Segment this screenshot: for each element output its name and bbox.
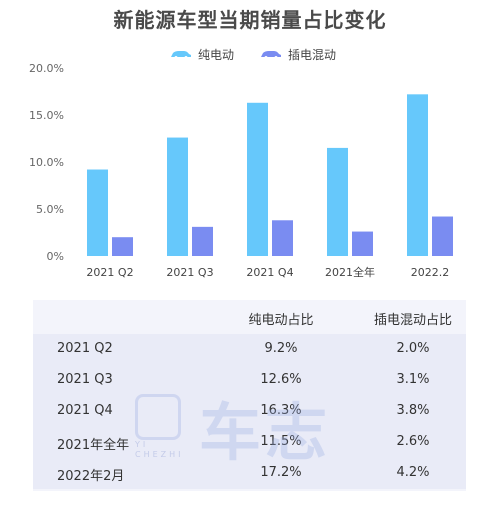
- table-row: 2021 Q2 9.2% 2.0%: [33, 334, 466, 365]
- table-row: 2021年全年 11.5% 2.6%: [33, 427, 466, 458]
- header-ev-share: 纯电动占比: [248, 313, 314, 328]
- table-header: 纯电动占比 插电混动占比: [33, 300, 466, 334]
- bar-phev: [432, 216, 453, 256]
- chart-legend: 纯电动 插电混动: [170, 44, 362, 64]
- row-period: 2021 Q3: [57, 372, 113, 387]
- row-phev-share: 3.8%: [396, 403, 430, 418]
- legend-item-ev: 纯电动: [170, 46, 234, 63]
- table-row: 2022年2月 17.2% 4.2%: [33, 458, 466, 489]
- row-phev-share: 4.2%: [396, 465, 430, 480]
- row-phev-share: 2.6%: [396, 434, 430, 449]
- car-icon: [261, 51, 282, 59]
- x-tick-label: 2021全年: [325, 265, 375, 279]
- bar-ev: [87, 169, 108, 256]
- bar-ev: [167, 137, 188, 256]
- y-tick-label: 15.0%: [29, 109, 64, 122]
- x-tick-label: 2021 Q2: [86, 266, 133, 279]
- legend-item-phev: 插电混动: [260, 46, 336, 63]
- table-row: 2021 Q4 16.3% 3.8%: [33, 396, 466, 427]
- row-ev-share: 16.3%: [260, 403, 302, 418]
- bar-chart: 0% 5.0% 10.0% 15.0% 20.0% 2021 Q2 2021 Q3 2021 …: [29, 62, 453, 279]
- row-period: 2021年全年: [57, 438, 130, 453]
- car-icon: [171, 51, 191, 59]
- legend-label-ev: 纯电动: [198, 47, 235, 62]
- table-row: 2021 Q3 12.6% 3.1%: [33, 365, 466, 396]
- y-tick-label: 5.0%: [36, 203, 64, 216]
- y-tick-label: 10.0%: [29, 156, 64, 169]
- bar-phev: [112, 237, 133, 256]
- legend-label-phev: 插电混动: [288, 47, 337, 62]
- row-ev-share: 17.2%: [260, 465, 302, 480]
- row-ev-share: 12.6%: [260, 372, 302, 387]
- bar-phev: [192, 226, 213, 256]
- chart-title: 新能源车型当期销量占比变化: [113, 8, 387, 32]
- bar-ev: [407, 94, 428, 256]
- row-ev-share: 9.2%: [264, 341, 298, 356]
- row-period: 2022年2月: [57, 469, 125, 484]
- y-tick-label: 0%: [47, 250, 64, 263]
- x-tick-label: 2021 Q3: [166, 266, 213, 279]
- data-table: 纯电动占比 插电混动占比 2021 Q2 9.2% 2.0% 2021 Q3 1…: [33, 300, 466, 491]
- row-period: 2021 Q4: [57, 403, 113, 418]
- row-phev-share: 2.0%: [396, 341, 430, 356]
- row-phev-share: 3.1%: [396, 372, 430, 387]
- row-ev-share: 11.5%: [260, 434, 302, 449]
- header-phev-share: 插电混动占比: [373, 313, 452, 328]
- bar-ev: [247, 102, 268, 256]
- x-tick-label: 2022.2: [411, 266, 450, 279]
- bar-phev: [352, 231, 373, 256]
- bar-phev: [272, 220, 293, 256]
- y-tick-label: 20.0%: [29, 62, 64, 75]
- row-period: 2021 Q2: [57, 341, 113, 356]
- bar-ev: [327, 147, 348, 256]
- x-tick-label: 2021 Q4: [246, 266, 293, 279]
